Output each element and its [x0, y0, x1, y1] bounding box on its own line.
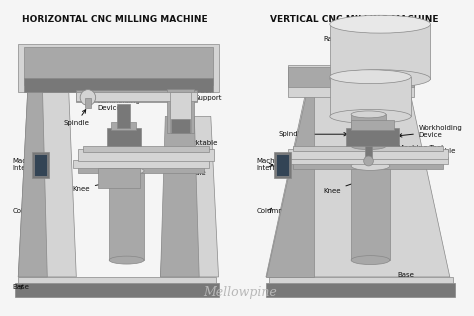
- Bar: [78, 149, 214, 161]
- Bar: [24, 47, 213, 85]
- Bar: [171, 119, 191, 133]
- Text: Column: Column: [256, 208, 283, 214]
- Bar: [109, 171, 144, 260]
- Polygon shape: [18, 87, 47, 277]
- Bar: [273, 152, 291, 178]
- Text: Workholding
Device: Workholding Device: [399, 125, 463, 138]
- Text: Knee: Knee: [323, 182, 357, 194]
- Ellipse shape: [330, 70, 430, 88]
- Bar: [18, 277, 216, 283]
- Bar: [346, 128, 400, 146]
- Ellipse shape: [351, 143, 386, 149]
- Bar: [266, 283, 455, 297]
- Bar: [276, 154, 289, 176]
- Bar: [76, 90, 197, 102]
- Bar: [288, 67, 414, 87]
- Text: Knee: Knee: [73, 183, 103, 192]
- Bar: [32, 152, 49, 178]
- Bar: [365, 145, 373, 161]
- Bar: [288, 157, 448, 164]
- Ellipse shape: [330, 70, 411, 84]
- Text: Arbor: Arbor: [138, 64, 163, 94]
- Polygon shape: [266, 75, 450, 277]
- Bar: [330, 77, 411, 116]
- Bar: [15, 283, 219, 297]
- Text: Workholding
Device: Workholding Device: [97, 98, 141, 125]
- Ellipse shape: [330, 15, 430, 33]
- Text: Worktable: Worktable: [408, 148, 456, 155]
- Bar: [85, 98, 91, 108]
- Ellipse shape: [109, 167, 144, 175]
- Text: Spindle: Spindle: [279, 131, 347, 137]
- Text: Worktable: Worktable: [169, 140, 218, 153]
- Bar: [76, 92, 197, 100]
- Text: Column: Column: [12, 207, 39, 214]
- Text: Mellowpine: Mellowpine: [203, 286, 277, 299]
- Bar: [111, 122, 137, 130]
- Bar: [167, 88, 194, 133]
- Ellipse shape: [330, 109, 411, 123]
- Bar: [269, 277, 453, 283]
- Circle shape: [80, 90, 96, 106]
- Text: HORIZONTAL CNC MILLING MACHINE: HORIZONTAL CNC MILLING MACHINE: [22, 15, 208, 24]
- Bar: [351, 114, 386, 146]
- Text: Base: Base: [12, 284, 29, 290]
- Polygon shape: [161, 116, 219, 277]
- Bar: [73, 160, 209, 168]
- Text: Machine
Interface: Machine Interface: [12, 158, 44, 172]
- Text: Saddle: Saddle: [408, 161, 445, 167]
- Ellipse shape: [351, 161, 390, 170]
- Text: Saddle: Saddle: [169, 167, 206, 176]
- Bar: [83, 146, 209, 152]
- Bar: [170, 92, 191, 133]
- Polygon shape: [161, 116, 199, 277]
- Text: Base: Base: [397, 272, 414, 283]
- Ellipse shape: [351, 111, 386, 118]
- Bar: [18, 44, 219, 92]
- Text: Machine Tool: Machine Tool: [376, 145, 443, 155]
- Bar: [24, 78, 213, 92]
- Bar: [351, 166, 390, 260]
- Bar: [288, 65, 414, 97]
- Text: Spindle: Spindle: [64, 110, 89, 126]
- Bar: [100, 168, 137, 186]
- Bar: [351, 120, 394, 130]
- Bar: [288, 149, 448, 159]
- Circle shape: [364, 156, 374, 166]
- Polygon shape: [18, 87, 76, 277]
- Ellipse shape: [109, 256, 144, 264]
- Text: VERTICAL CNC MILLING MACHINE: VERTICAL CNC MILLING MACHINE: [270, 15, 438, 24]
- Bar: [330, 24, 430, 79]
- Text: Machine
Interface: Machine Interface: [256, 158, 288, 172]
- Bar: [293, 161, 443, 169]
- Text: Arbor
Support: Arbor Support: [178, 88, 222, 114]
- Bar: [293, 146, 443, 151]
- Polygon shape: [266, 75, 314, 277]
- Bar: [117, 105, 130, 128]
- Bar: [78, 163, 204, 173]
- Ellipse shape: [351, 256, 390, 264]
- Bar: [34, 154, 47, 176]
- Text: Ram: Ram: [324, 36, 374, 52]
- Bar: [98, 168, 140, 188]
- Bar: [107, 128, 141, 146]
